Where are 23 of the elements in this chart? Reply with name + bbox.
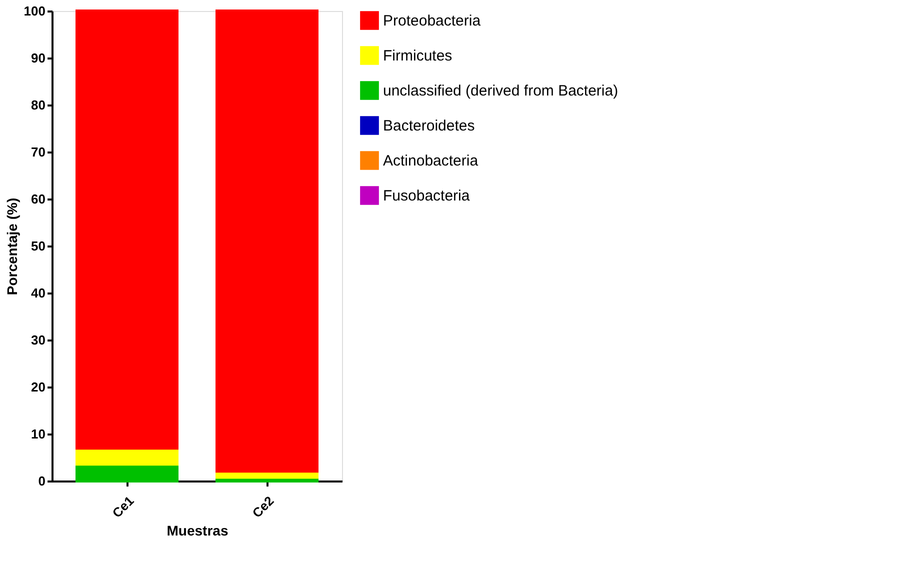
- legend-label: Fusobacteria: [383, 188, 470, 204]
- x-tick-label: Ce1: [109, 493, 137, 521]
- legend-label: Firmicutes: [383, 48, 452, 64]
- y-tick-label: 70: [31, 144, 46, 160]
- bar: [216, 10, 318, 473]
- y-tick-label: 80: [31, 98, 46, 112]
- y-tick-label: 0: [38, 474, 46, 488]
- legend-label: Bacteroidetes: [383, 118, 475, 134]
- x-tick-label: Ce2: [249, 493, 277, 521]
- y-tick-label: 40: [31, 286, 46, 300]
- y-axis-title: Porcentaje (%): [4, 198, 20, 296]
- y-tick-label: 30: [31, 332, 46, 348]
- y-tick-label: 20: [31, 380, 46, 394]
- legend-label: Actinobacteria: [383, 152, 479, 170]
- x-axis-title: Muestras: [166, 522, 228, 539]
- y-tick-label: 100: [24, 4, 46, 18]
- y-tick-label: 60: [31, 192, 46, 206]
- y-tick-label: 90: [31, 50, 46, 66]
- y-tick-label: 10: [31, 426, 46, 442]
- y-tick-label: 50: [31, 238, 46, 254]
- bar: [76, 10, 178, 450]
- legend-label: Proteobacteria: [383, 12, 482, 30]
- legend-label: unclassified (derived from Bacteria): [383, 82, 618, 100]
